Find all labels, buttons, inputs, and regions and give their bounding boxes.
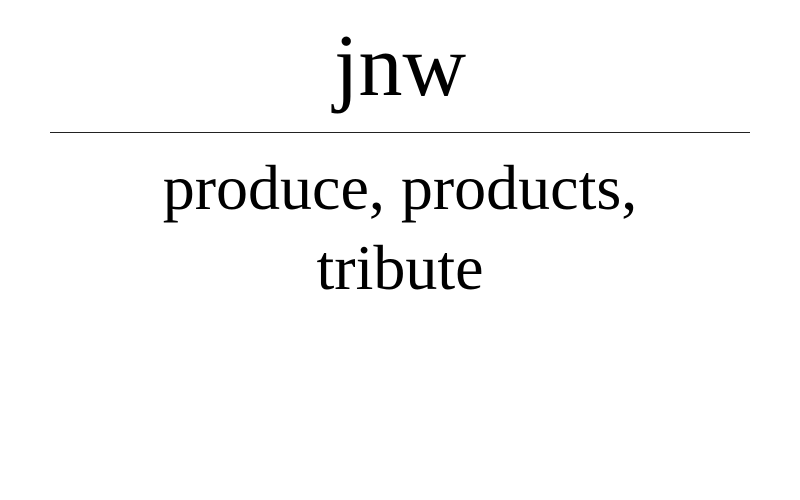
tagline: produce, products, tribute (40, 148, 760, 308)
tagline-line-2: tribute (316, 232, 484, 303)
tagline-line-1: produce, products, (162, 152, 638, 223)
brand-logo-text: jnw (334, 18, 466, 115)
divider-line (50, 132, 750, 133)
